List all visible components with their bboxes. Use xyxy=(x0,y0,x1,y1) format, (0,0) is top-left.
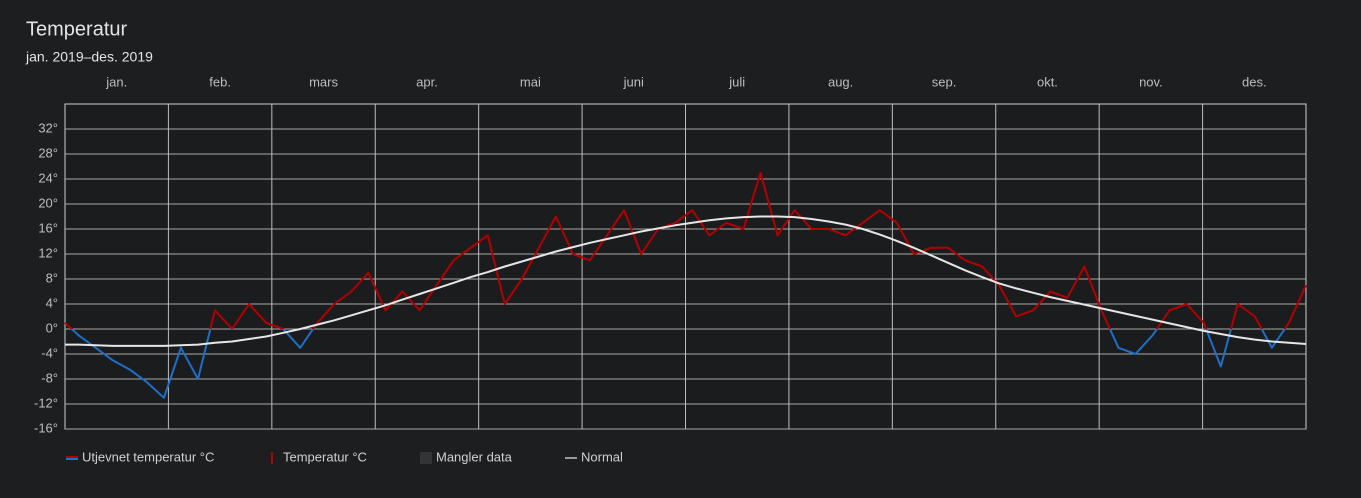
x-tick-label: feb. xyxy=(209,74,231,89)
legend-swatch xyxy=(271,452,273,464)
y-tick-label: 8° xyxy=(46,270,58,285)
y-tick-label: 24° xyxy=(38,170,58,185)
y-tick-label: 28° xyxy=(38,145,58,160)
legend-swatch xyxy=(565,457,577,459)
y-tick-label: -8° xyxy=(41,370,58,385)
x-tick-label: okt. xyxy=(1037,74,1058,89)
x-tick-label: apr. xyxy=(416,74,438,89)
x-tick-label: jan. xyxy=(105,74,127,89)
y-tick-label: -16° xyxy=(34,420,58,435)
x-tick-label: juli xyxy=(728,74,745,89)
y-tick-label: -4° xyxy=(41,345,58,360)
legend-label: Utjevnet temperatur °C xyxy=(82,449,214,464)
x-tick-label: sep. xyxy=(932,74,957,89)
chart-subtitle: jan. 2019–des. 2019 xyxy=(25,49,153,65)
x-tick-label: juni xyxy=(623,74,644,89)
x-tick-label: des. xyxy=(1242,74,1267,89)
y-tick-label: 0° xyxy=(46,320,58,335)
y-tick-label: 32° xyxy=(38,120,58,135)
legend-label: Normal xyxy=(581,449,623,464)
y-tick-label: 4° xyxy=(46,295,58,310)
series-line xyxy=(65,215,1307,347)
y-tick-label: -12° xyxy=(34,395,58,410)
legend-swatch xyxy=(420,452,432,464)
y-tick-label: 16° xyxy=(38,220,58,235)
x-tick-label: mars xyxy=(309,74,338,89)
legend-swatch xyxy=(66,456,78,458)
y-tick-label: 20° xyxy=(38,195,58,210)
legend-label: Mangler data xyxy=(436,449,513,464)
chart-title: Temperatur xyxy=(26,18,127,40)
legend-label: Temperatur °C xyxy=(283,449,367,464)
legend-swatch xyxy=(66,458,78,460)
series-line xyxy=(64,171,1307,399)
y-tick-label: 12° xyxy=(38,245,58,260)
x-tick-label: aug. xyxy=(828,74,853,89)
x-tick-label: nov. xyxy=(1139,74,1163,89)
x-tick-label: mai xyxy=(520,74,541,89)
